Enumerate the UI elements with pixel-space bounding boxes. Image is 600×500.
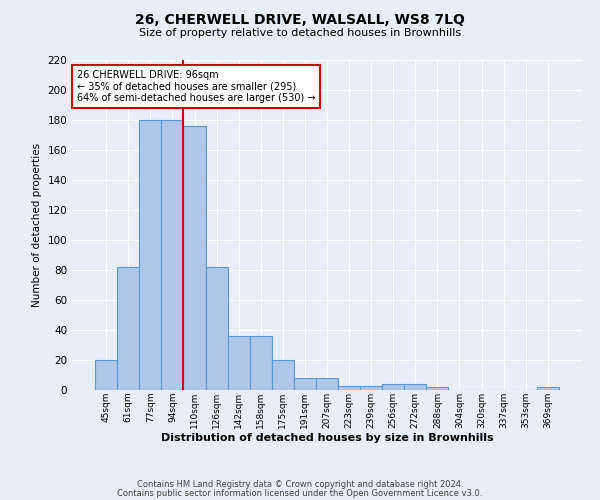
Text: 26, CHERWELL DRIVE, WALSALL, WS8 7LQ: 26, CHERWELL DRIVE, WALSALL, WS8 7LQ (135, 12, 465, 26)
Text: Size of property relative to detached houses in Brownhills: Size of property relative to detached ho… (139, 28, 461, 38)
Bar (250, 336, 272, 390)
Bar (382, 384, 404, 390)
Bar (294, 378, 316, 390)
Bar (184, 126, 206, 390)
Y-axis label: Number of detached properties: Number of detached properties (32, 143, 42, 307)
Bar (95, 360, 117, 390)
Bar (161, 120, 184, 390)
Bar (316, 378, 338, 390)
Bar (537, 387, 559, 390)
Bar (139, 120, 161, 390)
Text: 26 CHERWELL DRIVE: 96sqm
← 35% of detached houses are smaller (295)
64% of semi-: 26 CHERWELL DRIVE: 96sqm ← 35% of detach… (77, 70, 316, 103)
Text: Contains public sector information licensed under the Open Government Licence v3: Contains public sector information licen… (118, 489, 482, 498)
Bar (272, 360, 294, 390)
Text: Contains HM Land Registry data © Crown copyright and database right 2024.: Contains HM Land Registry data © Crown c… (137, 480, 463, 489)
Bar (227, 336, 250, 390)
Bar (206, 267, 227, 390)
Bar (427, 387, 448, 390)
Bar (404, 384, 427, 390)
Bar (360, 386, 382, 390)
X-axis label: Distribution of detached houses by size in Brownhills: Distribution of detached houses by size … (161, 434, 493, 444)
Bar (117, 267, 139, 390)
Bar (338, 386, 360, 390)
